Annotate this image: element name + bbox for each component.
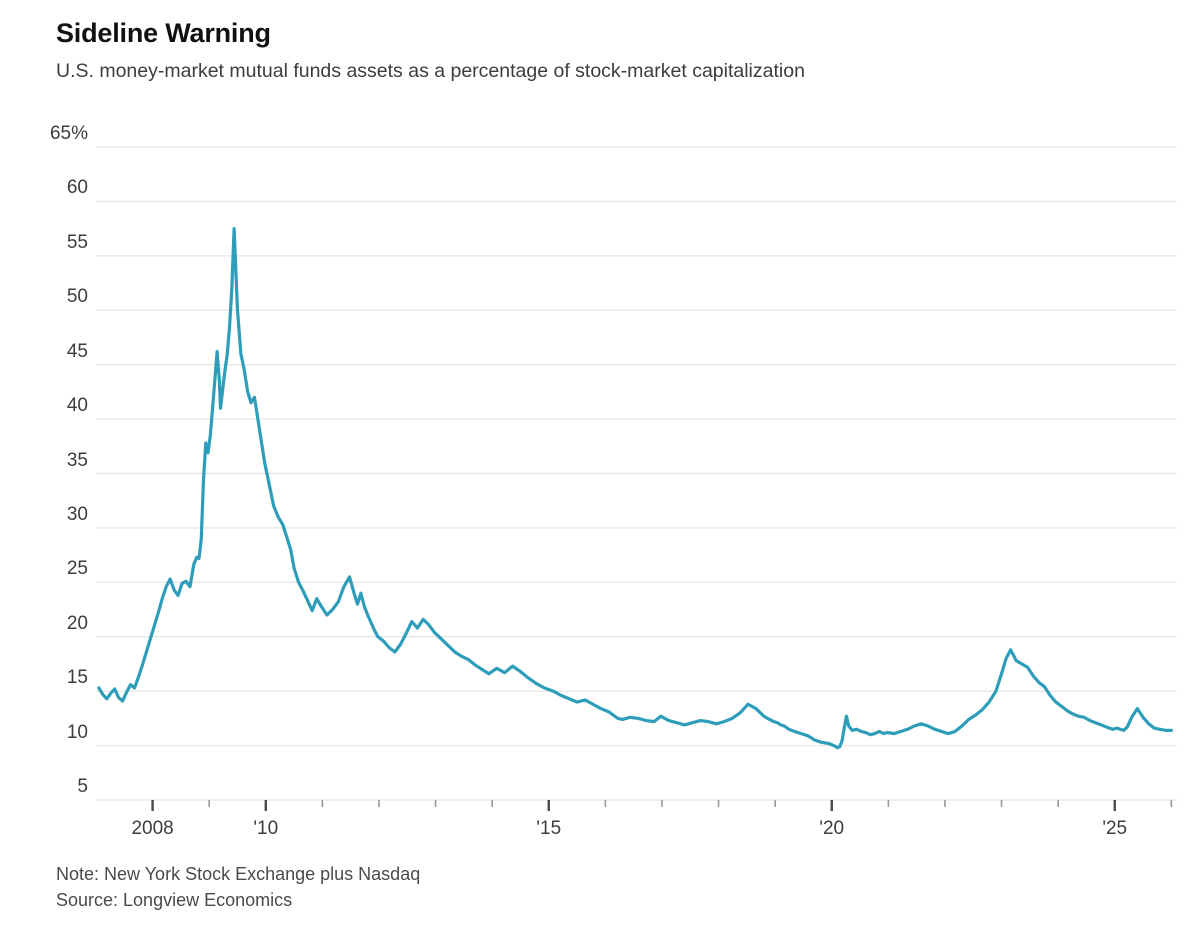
y-axis-label-30: 30: [66, 503, 88, 525]
chart-footnotes: Note: New York Stock Exchange plus Nasda…: [56, 862, 420, 913]
x-axis-label-2008: 2008: [131, 818, 174, 839]
y-axis-label-5: 5: [77, 776, 88, 797]
y-axis-label-60: 60: [66, 177, 88, 199]
y-axis-label-65: 65%: [49, 123, 88, 144]
series-line-money-market-share: [97, 227, 1173, 750]
y-axis-label-10: 10: [66, 721, 88, 743]
x-axis-label-2015: '15: [536, 818, 562, 839]
source-text: Source: Longview Economics: [56, 889, 293, 910]
x-axis-label-2020: '20: [819, 818, 845, 839]
y-axis-label-25: 25: [66, 558, 88, 580]
y-axis-label-55: 55: [66, 231, 88, 253]
note-text: Note: New York Stock Exchange plus Nasda…: [56, 864, 421, 884]
y-axis-label-45: 45: [66, 340, 88, 362]
gridlines-group: [96, 146, 1177, 801]
page-title: Sideline Warning: [56, 18, 271, 48]
y-axis-label-50: 50: [66, 286, 88, 308]
chart-subtitle: U.S. money-market mutual funds assets as…: [56, 60, 805, 82]
y-axis-label-15: 15: [66, 667, 88, 689]
y-axis-label-35: 35: [66, 449, 88, 471]
y-axis-label-40: 40: [66, 395, 88, 417]
x-axis-label-2025: '25: [1102, 818, 1128, 839]
x-axis-label-2010: '10: [253, 818, 279, 839]
y-axis-label-20: 20: [66, 612, 88, 634]
x-tick-marks-group: [151, 800, 1173, 811]
